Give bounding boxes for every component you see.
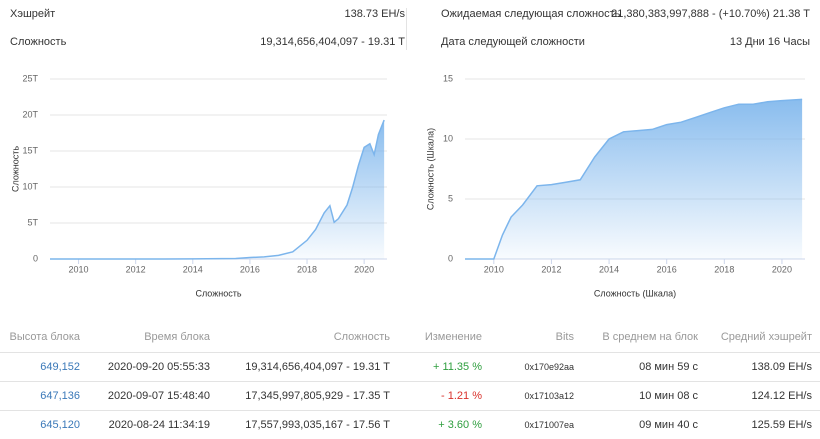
x-tick-label: 2016 bbox=[657, 264, 677, 274]
column-header: Высота блока bbox=[0, 322, 88, 353]
column-header: В среднем на блок bbox=[582, 322, 706, 353]
table-cell: 17,557,993,035,167 - 17.56 T bbox=[218, 411, 398, 439]
y-tick-label: 25T bbox=[22, 73, 38, 83]
table-cell: + 3.60 % bbox=[398, 411, 490, 439]
y-tick-label: 10T bbox=[22, 181, 38, 191]
x-tick-label: 2014 bbox=[183, 264, 203, 274]
x-axis-label: Сложность bbox=[195, 288, 241, 298]
x-tick-label: 2020 bbox=[772, 264, 792, 274]
table-cell: 0x170e92aa bbox=[490, 353, 582, 382]
table-cell: 124.12 EH/s bbox=[706, 382, 820, 411]
column-header: Изменение bbox=[398, 322, 490, 353]
charts: 0 5T 10T 15T 20T 25T 2010 2012 2014 2016 2018 2020 С… bbox=[0, 0, 820, 322]
table-cell: 2020-08-24 11:34:19 bbox=[88, 411, 218, 439]
table-cell: - 1.21 % bbox=[398, 382, 490, 411]
x-axis-label: Сложность (Шкала) bbox=[594, 288, 676, 298]
table-cell: 08 мин 59 с bbox=[582, 353, 706, 382]
area-fill bbox=[465, 99, 802, 259]
y-tick-label: 20T bbox=[22, 109, 38, 119]
y-tick-label: 0 bbox=[33, 253, 38, 263]
y-tick-label: 5T bbox=[27, 217, 38, 227]
x-tick-label: 2018 bbox=[297, 264, 317, 274]
y-tick-label: 15T bbox=[22, 145, 38, 155]
block-link[interactable]: 645,120 bbox=[0, 411, 88, 439]
y-axis-label: Сложность bbox=[10, 146, 20, 192]
block-link[interactable]: 649,152 bbox=[0, 353, 88, 382]
table-cell: 10 мин 08 с bbox=[582, 382, 706, 411]
table-cell: 0x17103a12 bbox=[490, 382, 582, 411]
table-cell: 17,345,997,805,929 - 17.35 T bbox=[218, 382, 398, 411]
x-tick-label: 2010 bbox=[69, 264, 89, 274]
x-tick-label: 2020 bbox=[354, 264, 374, 274]
table-cell: 2020-09-07 15:48:40 bbox=[88, 382, 218, 411]
column-header: Время блока bbox=[88, 322, 218, 353]
y-tick-label: 5 bbox=[448, 193, 453, 203]
y-tick-label: 0 bbox=[448, 253, 453, 263]
area-fill bbox=[50, 120, 384, 259]
table-cell: 0x171007ea bbox=[490, 411, 582, 439]
table-cell: 125.59 EH/s bbox=[706, 411, 820, 439]
column-header: Сложность bbox=[218, 322, 398, 353]
column-header: Средний хэшрейт bbox=[706, 322, 820, 353]
column-header: Bits bbox=[490, 322, 582, 353]
block-link[interactable]: 647,136 bbox=[0, 382, 88, 411]
x-tick-label: 2016 bbox=[240, 264, 260, 274]
table-cell: + 11.35 % bbox=[398, 353, 490, 382]
y-axis-label: Сложность (Шкала) bbox=[425, 128, 435, 210]
table-cell: 2020-09-20 05:55:33 bbox=[88, 353, 218, 382]
table-cell: 19,314,656,404,097 - 19.31 T bbox=[218, 353, 398, 382]
x-tick-label: 2018 bbox=[714, 264, 734, 274]
x-tick-label: 2010 bbox=[484, 264, 504, 274]
x-tick-label: 2014 bbox=[599, 264, 619, 274]
y-tick-label: 10 bbox=[443, 133, 453, 143]
table-cell: 09 мин 40 с bbox=[582, 411, 706, 439]
table-cell: 138.09 EH/s bbox=[706, 353, 820, 382]
y-tick-label: 15 bbox=[443, 73, 453, 83]
x-tick-label: 2012 bbox=[541, 264, 561, 274]
x-tick-label: 2012 bbox=[126, 264, 146, 274]
